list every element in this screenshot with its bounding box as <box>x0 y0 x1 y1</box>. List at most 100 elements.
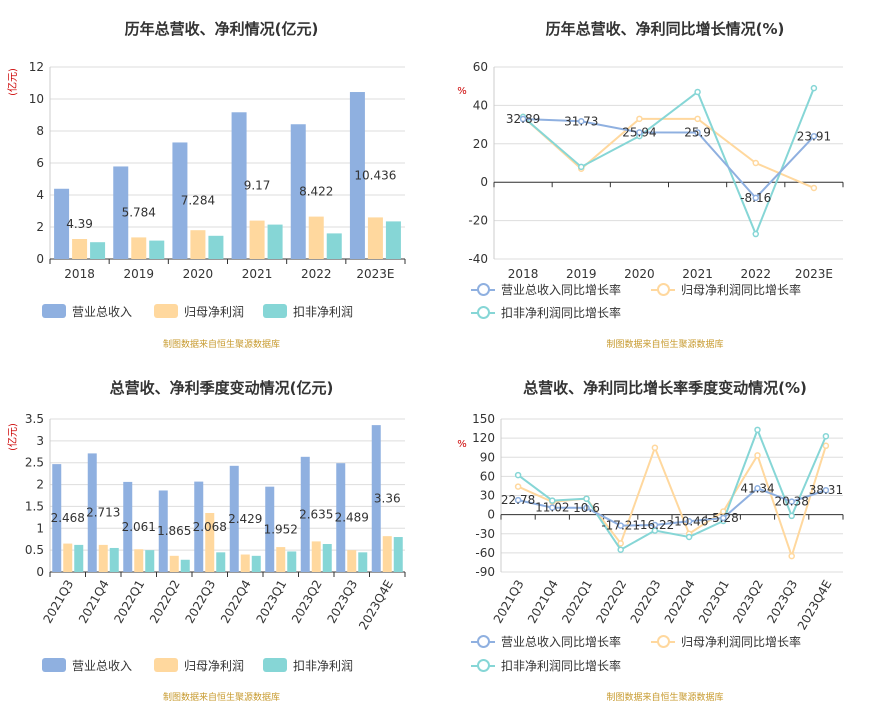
legend-deducted-profit-growth[interactable]: 扣非净利润同比增长率 <box>471 304 621 320</box>
annual-growth-chart: -40 -20 0 20 40 60% 32.89 31.73 25.94 25.9 -8.16 23… <box>457 60 844 281</box>
x-tick-label: 2021Q4 <box>525 578 561 626</box>
bar-deducted-profit <box>90 242 106 259</box>
bar-revenue <box>265 486 275 572</box>
quarterly-growth-panel: 总营收、净利同比增长率季度变动情况(%) -90 -60 -30 0 30 60 90 120… <box>443 359 887 719</box>
y-tick-label: 2.5 <box>25 456 44 470</box>
legend-net-profit-growth[interactable]: 归母净利润同比增长率 <box>651 633 801 649</box>
point-revenue <box>822 486 830 494</box>
legend-swatch-net-profit <box>154 304 178 318</box>
source-note: 制图数据来自恒生聚源数据库 <box>162 693 280 703</box>
y-tick-label: 10 <box>29 92 44 106</box>
data-label: 32.89 <box>506 112 540 126</box>
x-tick-label: 2020 <box>183 267 214 281</box>
point-revenue <box>752 194 759 202</box>
point-deducted-profit <box>578 163 585 171</box>
bar-net-profit <box>240 554 250 572</box>
legend-net-profit[interactable]: 归母净利润 <box>154 657 244 673</box>
y-tick-label: 60 <box>473 60 488 74</box>
annual-growth-panel: 历年总营收、净利同比增长情况(%) -40 -20 0 20 40 60% 32.89 31.… <box>443 0 887 359</box>
legend-swatch-revenue <box>42 658 66 672</box>
point-revenue <box>694 129 701 136</box>
legend-deducted-profit-growth[interactable]: 扣非净利润同比增长率 <box>471 657 621 673</box>
bar-net-profit <box>308 216 324 259</box>
data-label: 8.422 <box>299 185 333 199</box>
bar-net-profit <box>72 239 88 259</box>
legend-label: 归母净利润同比增长率 <box>681 634 802 649</box>
legend-revenue[interactable]: 营业总收入 <box>42 303 132 319</box>
x-tick-label: 2018 <box>508 267 539 281</box>
bar-deducted-profit <box>322 544 332 572</box>
data-label: 2.635 <box>299 507 333 521</box>
bar-net-profit <box>249 220 265 259</box>
x-tick-label: 2022 <box>301 267 332 281</box>
bar-net-profit <box>169 555 179 572</box>
y-tick-label: -90 <box>475 565 495 579</box>
data-label: 10.436 <box>354 169 396 183</box>
bar-revenue <box>52 464 62 572</box>
x-tick-label: 2023E <box>356 267 394 281</box>
point-revenue <box>720 514 727 522</box>
bar-deducted-profit <box>287 551 297 572</box>
point-net-profit <box>822 442 830 450</box>
bar-deducted-profit <box>393 537 403 572</box>
point-net-profit <box>810 184 818 192</box>
point-revenue <box>754 485 761 492</box>
y-unit-label: % <box>457 86 467 97</box>
bar-revenue <box>54 188 70 259</box>
legend-label: 归母净利润 <box>184 304 245 319</box>
bar-revenue <box>158 490 168 572</box>
y-tick-label: 3 <box>36 434 44 448</box>
y-tick-label: 20 <box>473 137 488 151</box>
point-deducted-profit <box>788 512 795 520</box>
y-tick-label: 4 <box>36 188 44 202</box>
point-revenue <box>810 133 818 140</box>
legend-line-revenue-growth <box>471 634 495 648</box>
point-revenue <box>519 115 527 123</box>
legend-label: 扣非净利润 <box>293 304 354 319</box>
x-tick-label: 2022Q3 <box>628 578 664 626</box>
x-tick-label: 2023Q1 <box>696 578 732 626</box>
legend-net-profit-growth[interactable]: 归母净利润同比增长率 <box>651 281 801 297</box>
y-tick-label: 1 <box>36 521 44 535</box>
x-tick-label: 2019 <box>123 267 154 281</box>
y-tick-label: 0 <box>36 252 44 266</box>
legend-deducted-profit[interactable]: 扣非净利润 <box>263 657 353 673</box>
bar-revenue <box>231 112 247 259</box>
x-tick-label: 2022Q1 <box>559 578 595 626</box>
y-tick-label: 90 <box>480 450 495 464</box>
data-label: 2.489 <box>335 511 369 525</box>
point-net-profit <box>617 540 624 547</box>
legend-revenue-growth[interactable]: 营业总收入同比增长率 <box>471 633 621 649</box>
legend-deducted-profit[interactable]: 扣非净利润 <box>263 303 353 319</box>
bar-revenue <box>290 124 306 259</box>
x-tick-label: 2023E <box>795 267 833 281</box>
point-revenue <box>685 518 693 525</box>
x-tick-label: 2019 <box>566 267 597 281</box>
bar-revenue <box>229 465 239 572</box>
data-label: 2.468 <box>51 511 85 525</box>
legend-revenue[interactable]: 营业总收入 <box>42 657 132 673</box>
x-tick-label: 2023Q3 <box>764 578 800 626</box>
y-unit-label: (亿元) <box>6 423 19 451</box>
legend-line-deducted-profit-growth <box>471 658 495 672</box>
x-tick-label: 2020 <box>624 267 655 281</box>
y-tick-label: -30 <box>475 527 495 541</box>
point-net-profit <box>514 483 522 490</box>
legend-net-profit[interactable]: 归母净利润 <box>154 303 244 319</box>
legend-revenue-growth[interactable]: 营业总收入同比增长率 <box>471 281 621 297</box>
point-revenue <box>617 522 624 529</box>
x-tick-label: 2023Q2 <box>730 578 766 626</box>
point-revenue <box>549 504 556 511</box>
point-deducted-profit <box>685 533 693 541</box>
legend-swatch-net-profit <box>154 658 178 672</box>
line-revenue <box>523 118 815 200</box>
data-label: 10.6 <box>573 501 600 515</box>
source-note: 制图数据来自恒生聚源数据库 <box>162 340 280 350</box>
point-net-profit <box>651 444 659 451</box>
data-label: -17.21 <box>601 519 640 533</box>
bar-deducted-profit <box>216 552 226 572</box>
legend-label: 扣非净利润同比增长率 <box>501 305 622 320</box>
quarterly-amounts-panel: 总营收、净利季度变动情况(亿元) 0 0.5 1 1.5 2 2.5 3 3.5 (亿元) 2.4… <box>0 359 443 719</box>
legend-line-revenue-growth <box>471 282 495 296</box>
